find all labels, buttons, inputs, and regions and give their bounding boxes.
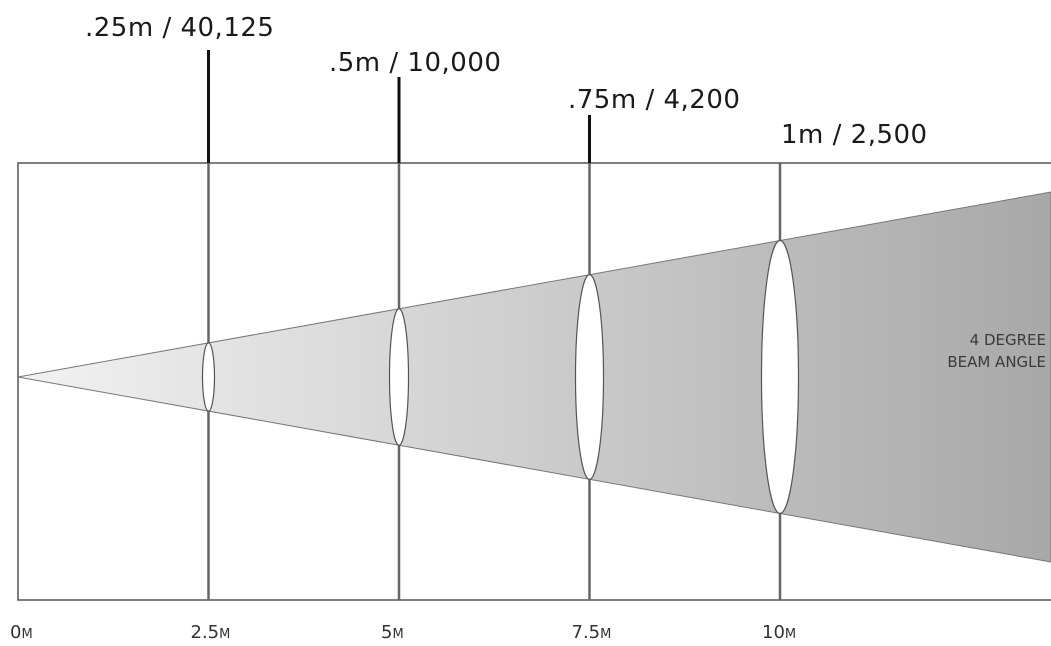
axis-label-origin: 0M [10, 622, 33, 643]
beam-angle-label-line2: BEAM ANGLE [947, 353, 1046, 371]
axis-label-origin-unit: M [21, 627, 32, 642]
beam-cone [17, 191, 1051, 563]
distance-axis-label: 5M [381, 622, 404, 643]
distance-axis-label: 7.5M [572, 622, 612, 643]
distance-axis-number: 10 [762, 622, 785, 643]
distance-axis-unit: M [392, 627, 403, 642]
beam-spot-ellipse [201, 342, 216, 412]
distance-axis-unit: M [219, 627, 230, 642]
beam-spot-ellipse [760, 239, 800, 515]
beam-spot-ellipse [388, 308, 410, 446]
distance-axis-label: 10M [762, 622, 796, 643]
distance-axis-unit: M [600, 627, 611, 642]
distance-axis-number: 2.5 [191, 622, 220, 643]
spot-label: .5m / 10,000 [329, 48, 501, 78]
distance-axis-label: 2.5M [191, 622, 231, 643]
spot-label: 1m / 2,500 [781, 120, 928, 150]
distance-axis-number: 7.5 [572, 622, 601, 643]
beam-angle-label-line1: 4 DEGREE [970, 331, 1046, 349]
diagram-frame [17, 162, 1051, 601]
beam-spot-ellipse [574, 274, 605, 480]
spot-label: .25m / 40,125 [85, 13, 274, 43]
distance-axis-number: 5 [381, 622, 392, 643]
axis-label-origin-number: 0 [10, 622, 21, 643]
spot-label: .75m / 4,200 [568, 85, 740, 115]
distance-axis-unit: M [785, 627, 796, 642]
